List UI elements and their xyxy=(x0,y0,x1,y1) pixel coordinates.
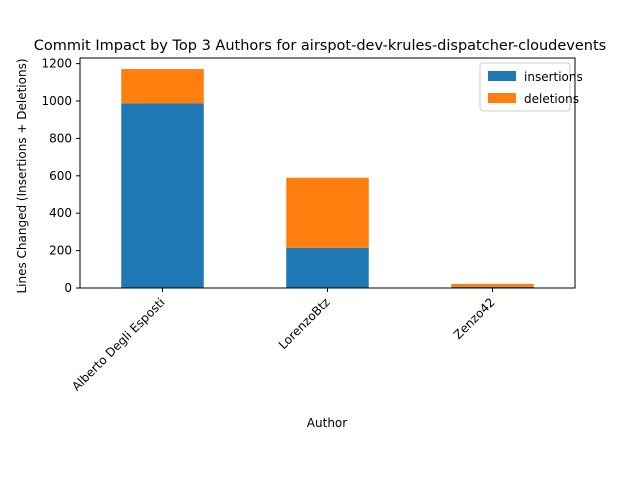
bar-deletions xyxy=(451,283,534,287)
legend: insertions deletions xyxy=(479,62,583,112)
y-axis-label: Lines Changed (Insertions + Deletions) xyxy=(15,58,29,293)
bar-insertions xyxy=(451,286,534,288)
y-tick-label: 800 xyxy=(49,131,72,145)
bar-deletions xyxy=(121,69,204,104)
x-axis-label: Author xyxy=(307,416,347,430)
chart-title: Commit Impact by Top 3 Authors for airsp… xyxy=(34,38,606,54)
bar-insertions xyxy=(121,103,204,288)
x-tick-label: Alberto Degli Esposti xyxy=(69,295,167,393)
legend-label-insertions: insertions xyxy=(524,70,583,84)
bar-deletions xyxy=(286,177,369,248)
y-tick-label: 600 xyxy=(49,169,72,183)
y-tick-label: 200 xyxy=(49,244,72,258)
bar-insertions xyxy=(286,247,369,288)
y-axis-ticks: 0 200 400 600 800 1000 1200 xyxy=(41,57,80,295)
legend-swatch-insertions xyxy=(488,71,516,81)
y-tick-label: 1000 xyxy=(41,94,72,108)
y-tick-label: 1200 xyxy=(41,57,72,71)
y-tick-label: 0 xyxy=(64,281,72,295)
bars-layer xyxy=(121,69,534,288)
y-tick-label: 400 xyxy=(49,206,72,220)
x-tick-label: Zenzo42 xyxy=(451,295,498,342)
x-tick-label: LorenzoBtz xyxy=(276,295,333,352)
legend-label-deletions: deletions xyxy=(524,92,579,106)
legend-swatch-deletions xyxy=(488,93,516,103)
x-axis-ticks: Alberto Degli Esposti LorenzoBtz Zenzo42 xyxy=(69,288,498,394)
